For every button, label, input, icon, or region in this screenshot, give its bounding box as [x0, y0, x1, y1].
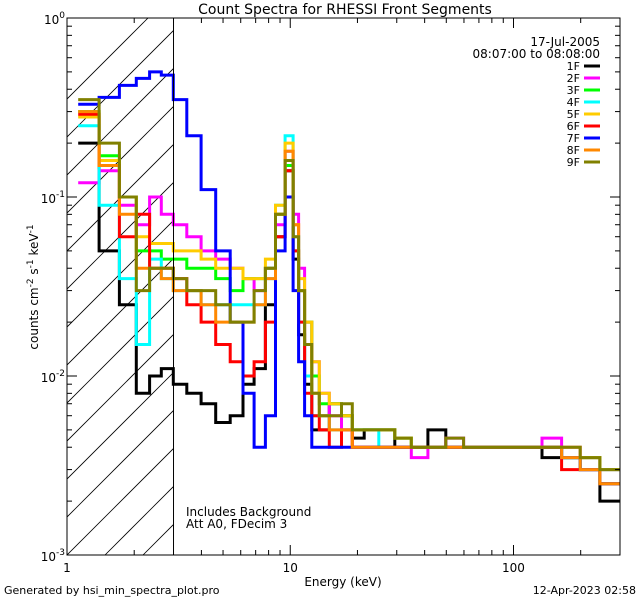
series-line-9F [78, 98, 620, 472]
annotation-background: Includes Background [186, 505, 311, 519]
observation-time-range: 08:07:00 to 08:08:00 [473, 47, 600, 61]
y-tick-label-1e-2: 10-2 [41, 369, 65, 385]
series-line-6F [78, 112, 620, 486]
legend-label-8F: 8F [567, 144, 580, 157]
series-line-5F [78, 115, 620, 472]
attenuator-hatch [67, 0, 640, 555]
hatch-line [67, 409, 174, 518]
hatch-line [295, 0, 640, 555]
hatch-line [447, 0, 640, 555]
axis-ticks [66, 17, 621, 556]
x-tick-label-1: 1 [63, 561, 71, 575]
series-line-7F [78, 70, 620, 486]
x-tick-label-100: 100 [502, 561, 525, 575]
series-line-3F [78, 110, 620, 486]
series-line-4F [78, 124, 620, 472]
x-tick-label-10: 10 [283, 561, 298, 575]
y-tick-labels: 100 10-1 10-2 10-3 [41, 11, 66, 564]
hatch-line [67, 219, 174, 328]
hatch-line [257, 0, 640, 555]
legend-label-6F: 6F [567, 120, 580, 133]
series-layer [78, 70, 620, 503]
legend-label-5F: 5F [567, 108, 580, 121]
legend-label-4F: 4F [567, 96, 580, 109]
legend-label-9F: 9F [567, 156, 580, 169]
y-tick-label-1e-3: 10-3 [41, 548, 65, 564]
hatch-line [67, 29, 174, 138]
legend-label-7F: 7F [567, 132, 580, 145]
annotation-attenuator: Att A0, FDecim 3 [186, 517, 287, 531]
hatch-line [67, 447, 174, 555]
y-axis-label: counts cm-2 s-1 keV-1 [26, 224, 41, 349]
chart-title: Count Spectra for RHESSI Front Segments [198, 2, 492, 18]
plot-frame [66, 17, 621, 556]
hatch-line [333, 0, 640, 555]
observation-date: 17-Jul-2005 [530, 35, 600, 49]
hatch-line [67, 257, 174, 366]
hatch-line [67, 181, 174, 290]
y-tick-label-1e0: 100 [44, 11, 65, 27]
hatch-line [67, 371, 174, 480]
x-axis-label: Energy (keV) [304, 575, 381, 589]
y-tick-label-1e-1: 10-1 [41, 190, 65, 206]
legend-label-1F: 1F [567, 60, 580, 73]
hatch-line [523, 0, 640, 555]
hatch-line [409, 0, 640, 555]
legend-label-2F: 2F [567, 72, 580, 85]
hatch-line [67, 18, 149, 100]
legend-label-3F: 3F [567, 84, 580, 97]
footer-timestamp: 12-Apr-2023 02:58 [533, 584, 636, 597]
hatch-line [485, 0, 640, 555]
footer-generator: Generated by hsi_min_spectra_plot.pro [4, 584, 220, 597]
series-line-8F [78, 110, 620, 486]
